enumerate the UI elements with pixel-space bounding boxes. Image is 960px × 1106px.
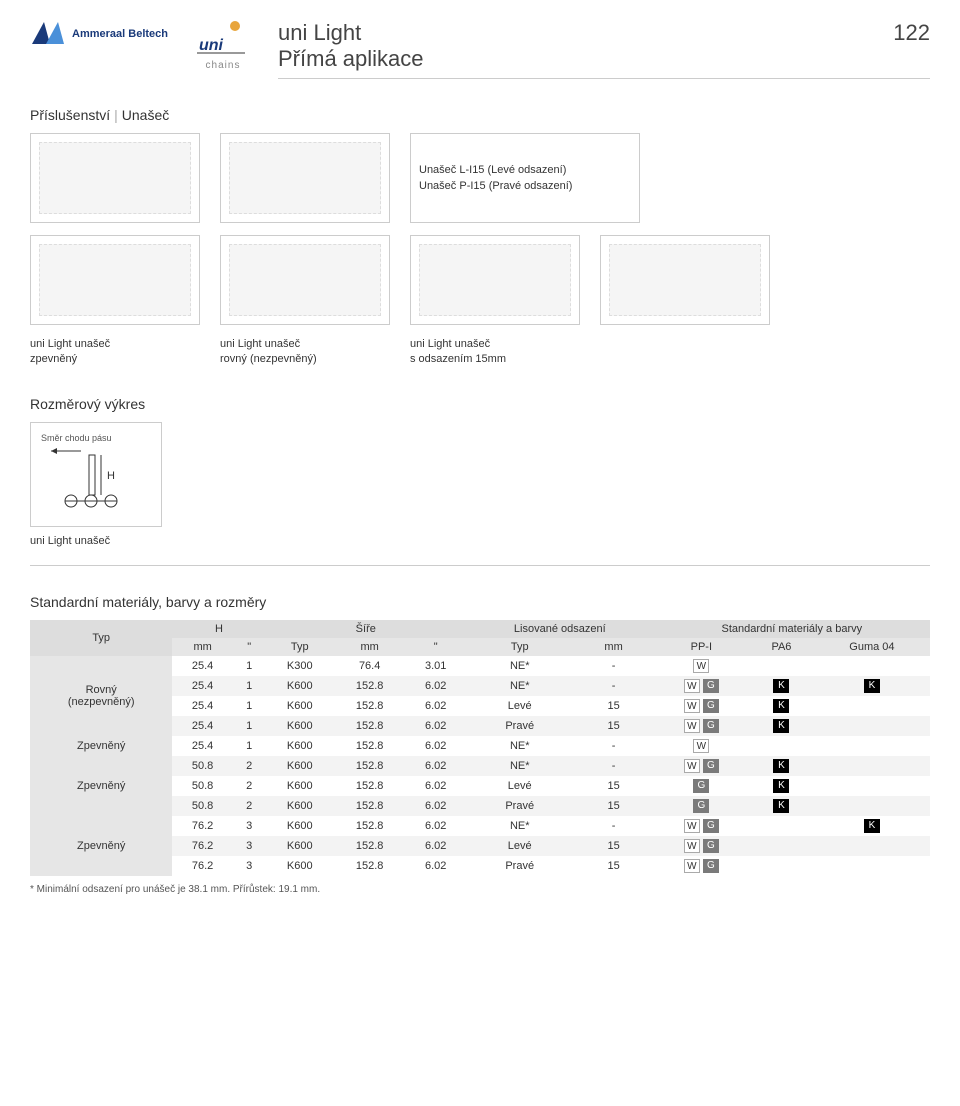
cap-a2: zpevněný [30,352,200,367]
sh-pa6: PA6 [749,638,814,656]
image-box-1 [30,133,200,223]
sh-mm1: mm [172,638,232,656]
table-row: Zpevněný25.41K600152.86.02NE*-W [30,736,930,756]
caption-3a: Unašeč L-I15 (Levé odsazení) [419,162,631,179]
unichains-icon: uni [193,20,253,60]
sh-typ3: Typ [466,638,574,656]
cap-b1: uni Light unašeč [220,337,390,352]
table-row: Zpevněný50.82K600152.86.02NE*-W GK [30,756,930,776]
image-box-2 [220,133,390,223]
footnote: * Minimální odsazení pro unášeč je 38.1 … [30,884,930,895]
svg-text:uni: uni [199,37,224,54]
sh-ppi: PP-I [654,638,749,656]
table-row: Rovný(nezpevněný)25.41K30076.43.01NE*-W [30,656,930,676]
drawing-svg: H [41,443,151,513]
cap-b2: rovný (nezpevněný) [220,352,390,367]
rowlabel-zpevneny2: Zpevněný [30,756,172,816]
table-body: Rovný(nezpevněný)25.41K30076.43.01NE*-W2… [30,656,930,876]
drawing-direction: Směr chodu pásu [41,433,151,443]
image-box-b [220,235,390,325]
image-box-c [410,235,580,325]
page-number: 122 [893,20,930,72]
brand-icon [30,20,66,48]
drawing-caption: uni Light unašeč [30,535,930,547]
svg-text:H: H [107,470,115,482]
th-h: H [172,620,265,638]
sh-mm2: mm [334,638,406,656]
sub-brand-text: chains [206,60,241,71]
title-line2: Přímá aplikace [278,46,424,72]
image-box-3: Unašeč L-I15 (Levé odsazení) Unašeč P-I1… [410,133,640,223]
materials-table: Typ H Šíře Lisované odsazení Standardní … [30,620,930,876]
th-typ: Typ [30,620,172,656]
sh-in1: " [233,638,266,656]
cap-a1: uni Light unašeč [30,337,200,352]
th-sire: Šíře [266,620,466,638]
sh-mm3: mm [574,638,654,656]
section2-label: Rozměrový výkres [30,396,930,412]
brand-logo: Ammeraal Beltech [30,20,168,48]
title-block: uni Light Přímá aplikace 122 [278,20,930,79]
sh-in2: " [405,638,465,656]
section1-label: Příslušenství|Unašeč [30,107,930,123]
section3-label: Standardní materiály, barvy a rozměry [30,594,930,610]
th-std: Standardní materiály a barvy [654,620,930,638]
sub-brand-logo: uni chains [193,20,253,71]
brand-text: Ammeraal Beltech [72,28,168,40]
mid-caption-row: uni Light unašeč zpevněný uni Light unaš… [30,337,930,368]
sh-guma: Guma 04 [814,638,930,656]
cap-c1: uni Light unašeč [410,337,580,352]
drawing-box: Směr chodu pásu H [30,422,162,527]
th-lis: Lisované odsazení [466,620,654,638]
caption-3b: Unašeč P-I15 (Pravé odsazení) [419,178,631,195]
top-image-row: Unašeč L-I15 (Levé odsazení) Unašeč P-I1… [30,133,930,223]
rowlabel-zpevneny3: Zpevněný [30,816,172,876]
image-box-a [30,235,200,325]
mid-image-row [30,235,930,325]
rowlabel-zpevneny1: Zpevněný [30,736,172,756]
table-row: Zpevněný76.23K600152.86.02NE*-W GK [30,816,930,836]
rowlabel-rovny: Rovný(nezpevněný) [30,656,172,736]
cap-c2: s odsazením 15mm [410,352,580,367]
separator [30,565,930,566]
sh-typ2: Typ [266,638,334,656]
image-box-d [600,235,770,325]
title-line1: uni Light [278,20,424,46]
page-header: Ammeraal Beltech uni chains uni Light Př… [30,20,930,79]
